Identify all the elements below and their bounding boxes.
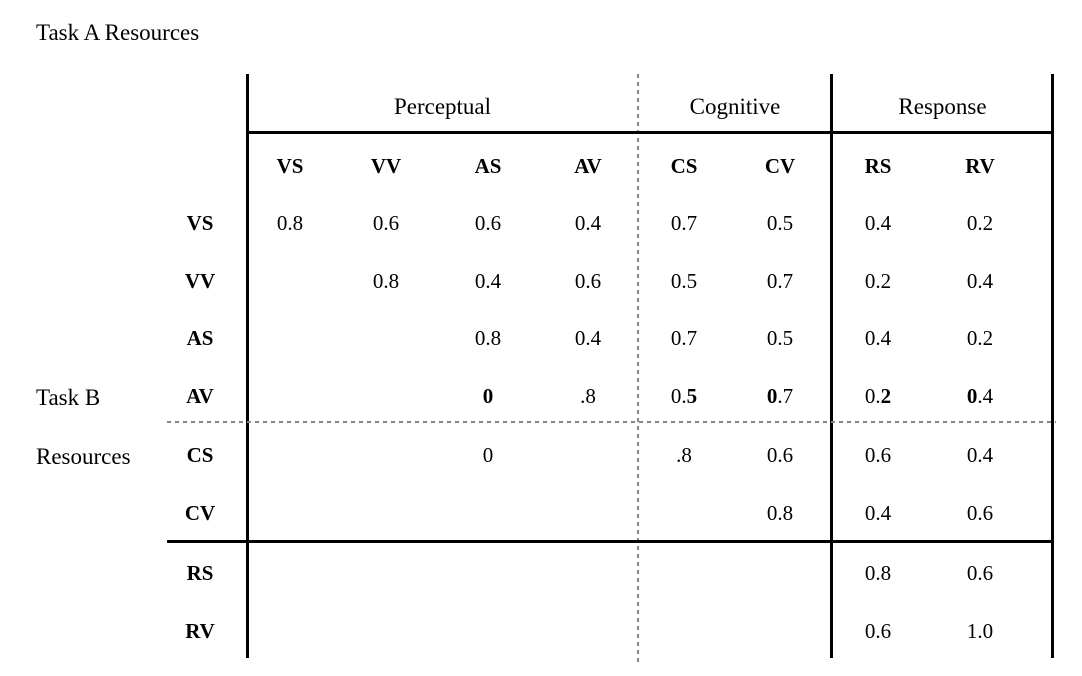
row-header-vs: VS (186, 211, 214, 235)
table-hline-cv-rs (167, 540, 1054, 543)
cell-rv-rv: 1.0 (966, 619, 994, 643)
cell-rs-rs: 0.8 (864, 561, 892, 585)
cell-cv-cv: 0.8 (766, 501, 794, 525)
row-header-rv: RV (185, 619, 215, 643)
cell-cs-rs: 0.6 (864, 443, 892, 467)
cell-vv-cs: 0.5 (670, 269, 698, 293)
cell-vs-vv: 0.6 (372, 211, 400, 235)
cell-cs-rv: 0.4 (966, 443, 994, 467)
cell-as-as: 0.8 (474, 326, 502, 350)
column-header-rs: RS (864, 154, 892, 178)
cell-vs-as: 0.6 (474, 211, 502, 235)
group-header-cognitive: Cognitive (689, 94, 781, 119)
cell-vs-av: 0.4 (574, 211, 602, 235)
cell-av-cs: 0.5 (670, 384, 698, 408)
table-hdash-av-cs (167, 421, 1056, 423)
side-label-resources: Resources (36, 444, 131, 469)
table-vline-right (1051, 74, 1054, 658)
cell-rv-rs: 0.6 (864, 619, 892, 643)
column-header-rv: RV (965, 154, 995, 178)
cell-vs-rs: 0.4 (864, 211, 892, 235)
cell-as-av: 0.4 (574, 326, 602, 350)
column-header-as: AS (474, 154, 502, 178)
cell-cs-as: 0 (482, 443, 494, 467)
group-header-perceptual: Perceptual (393, 94, 492, 119)
group-header-response: Response (898, 94, 987, 119)
cell-av-rv: 0.4 (966, 384, 994, 408)
row-header-cs: CS (186, 443, 214, 467)
cell-rs-rv: 0.6 (966, 561, 994, 585)
side-label-task-b: Task B (36, 385, 101, 410)
cell-vv-cv: 0.7 (766, 269, 794, 293)
cell-cv-rv: 0.6 (966, 501, 994, 525)
table-hline-header (246, 131, 1054, 134)
table-vdash-perceptual-cognitive (637, 74, 639, 662)
column-header-cv: CV (764, 154, 796, 178)
cell-av-as: 0 (482, 384, 494, 408)
cell-vs-cs: 0.7 (670, 211, 698, 235)
cell-vv-av: 0.6 (574, 269, 602, 293)
cell-as-rs: 0.4 (864, 326, 892, 350)
figure-title: Task A Resources (36, 20, 200, 45)
row-header-cv: CV (184, 501, 216, 525)
cell-vv-as: 0.4 (474, 269, 502, 293)
cell-as-rv: 0.2 (966, 326, 994, 350)
column-header-av: AV (574, 154, 602, 178)
column-header-cs: CS (670, 154, 698, 178)
cell-cs-cv: 0.6 (766, 443, 794, 467)
column-header-vs: VS (276, 154, 304, 178)
cell-vv-rs: 0.2 (864, 269, 892, 293)
row-header-vv: VV (184, 269, 216, 293)
cell-av-cv: 0.7 (766, 384, 794, 408)
row-header-av: AV (186, 384, 214, 408)
cell-cv-rs: 0.4 (864, 501, 892, 525)
row-header-as: AS (186, 326, 214, 350)
cell-cs-cs: .8 (676, 443, 692, 467)
column-header-vv: VV (370, 154, 402, 178)
row-header-rs: RS (186, 561, 214, 585)
cell-av-av: .8 (580, 384, 596, 408)
table-vline-left (246, 74, 249, 658)
cell-as-cs: 0.7 (670, 326, 698, 350)
cell-vs-cv: 0.5 (766, 211, 794, 235)
cell-vv-rv: 0.4 (966, 269, 994, 293)
cell-av-rs: 0.2 (864, 384, 892, 408)
table-vline-response-left (830, 74, 833, 658)
cell-vs-vs: 0.8 (276, 211, 304, 235)
cell-as-cv: 0.5 (766, 326, 794, 350)
cell-vs-rv: 0.2 (966, 211, 994, 235)
cell-vv-vv: 0.8 (372, 269, 400, 293)
